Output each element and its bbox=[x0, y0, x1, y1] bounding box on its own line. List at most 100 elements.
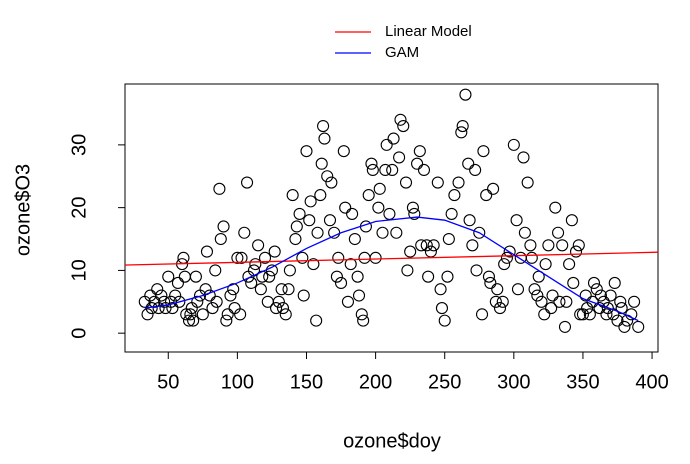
point bbox=[221, 308, 234, 321]
point bbox=[539, 258, 552, 271]
point bbox=[220, 314, 233, 327]
point bbox=[217, 220, 230, 233]
point bbox=[330, 270, 343, 283]
point bbox=[496, 295, 509, 308]
point bbox=[572, 239, 585, 252]
point bbox=[600, 308, 613, 321]
point bbox=[420, 239, 433, 252]
point bbox=[311, 226, 324, 239]
point bbox=[480, 189, 493, 202]
point bbox=[521, 176, 534, 189]
point bbox=[254, 283, 267, 296]
point bbox=[469, 163, 482, 177]
point bbox=[442, 232, 455, 246]
point bbox=[303, 214, 316, 227]
x-tick-label: 200 bbox=[359, 371, 392, 393]
point bbox=[258, 251, 272, 264]
point bbox=[435, 302, 449, 315]
point bbox=[366, 163, 379, 177]
point bbox=[413, 145, 426, 158]
point bbox=[373, 182, 386, 195]
point bbox=[560, 295, 573, 308]
point bbox=[484, 276, 497, 290]
y-axis-label: ozone$O3 bbox=[12, 164, 34, 256]
point bbox=[213, 182, 226, 195]
point bbox=[558, 320, 572, 333]
point bbox=[422, 270, 435, 283]
point bbox=[166, 302, 179, 315]
point bbox=[210, 295, 223, 308]
x-tick-label: 350 bbox=[566, 371, 599, 393]
x-tick-label: 50 bbox=[157, 371, 179, 393]
point bbox=[445, 207, 458, 220]
point bbox=[206, 302, 219, 315]
point bbox=[365, 157, 378, 170]
point bbox=[321, 170, 334, 183]
point bbox=[538, 308, 551, 321]
point bbox=[337, 145, 350, 158]
point bbox=[427, 239, 440, 252]
point bbox=[191, 295, 204, 308]
point bbox=[358, 251, 371, 264]
point bbox=[434, 283, 447, 296]
point bbox=[583, 308, 596, 321]
x-axis-label: ozone$doy bbox=[343, 430, 441, 452]
point bbox=[535, 295, 548, 308]
point bbox=[489, 295, 502, 308]
point bbox=[487, 182, 500, 195]
point bbox=[355, 308, 368, 321]
point bbox=[604, 289, 617, 302]
point bbox=[241, 176, 254, 189]
point bbox=[234, 308, 247, 321]
point bbox=[470, 264, 483, 277]
x-tick-label: 300 bbox=[497, 371, 530, 393]
point bbox=[565, 214, 578, 227]
point bbox=[618, 320, 631, 333]
point bbox=[542, 239, 555, 252]
point bbox=[235, 251, 248, 264]
point bbox=[352, 289, 366, 302]
point bbox=[401, 264, 414, 277]
point bbox=[387, 132, 400, 145]
point bbox=[399, 176, 413, 189]
point bbox=[182, 314, 196, 327]
point bbox=[545, 302, 558, 315]
point bbox=[249, 258, 262, 271]
point bbox=[346, 207, 359, 220]
point bbox=[187, 314, 200, 327]
point bbox=[275, 283, 288, 296]
point bbox=[151, 283, 164, 296]
point bbox=[318, 132, 331, 145]
point bbox=[184, 308, 197, 321]
point bbox=[155, 289, 168, 302]
point bbox=[369, 251, 382, 264]
plot-box bbox=[124, 83, 659, 353]
point bbox=[482, 270, 495, 283]
point bbox=[415, 239, 428, 252]
point bbox=[362, 189, 375, 202]
point bbox=[252, 239, 265, 252]
point bbox=[462, 157, 475, 170]
point bbox=[463, 214, 476, 227]
point bbox=[587, 276, 601, 290]
point bbox=[411, 157, 424, 170]
point bbox=[500, 251, 513, 264]
point bbox=[517, 151, 530, 164]
point bbox=[344, 258, 357, 271]
point bbox=[424, 245, 437, 258]
x-tick-label: 250 bbox=[428, 371, 461, 393]
point bbox=[317, 120, 330, 133]
point bbox=[498, 258, 511, 271]
y-tick-label: 0 bbox=[68, 328, 90, 339]
point bbox=[404, 245, 417, 258]
point bbox=[332, 251, 345, 264]
point bbox=[563, 258, 576, 271]
point bbox=[493, 302, 507, 315]
point bbox=[406, 201, 419, 214]
point bbox=[263, 270, 276, 283]
point bbox=[296, 251, 309, 264]
point bbox=[417, 163, 431, 177]
point bbox=[556, 239, 569, 252]
x-tick-label: 150 bbox=[290, 371, 323, 393]
point bbox=[315, 157, 328, 170]
